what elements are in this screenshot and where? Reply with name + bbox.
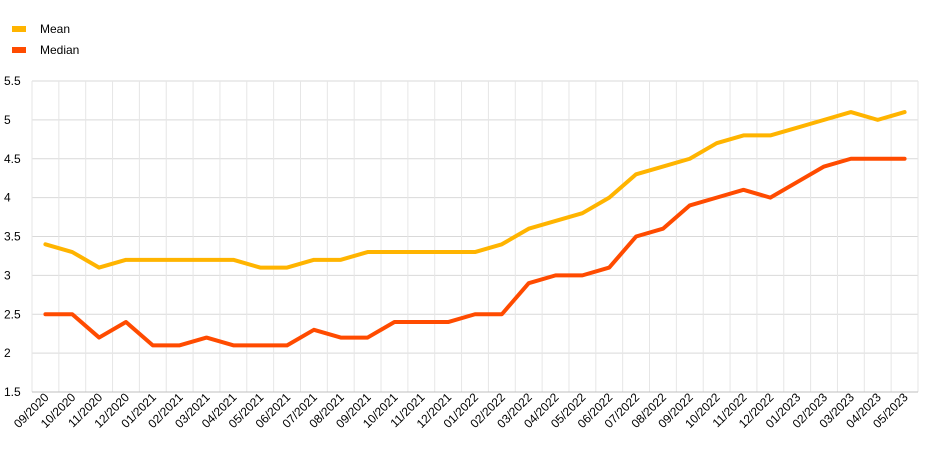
series-layer	[43, 110, 907, 348]
series-line-median	[43, 156, 907, 348]
legend-label-median: Median	[40, 43, 79, 57]
grid-lines	[31, 80, 919, 393]
y-tick-label: 5	[4, 113, 11, 127]
legend-label-mean: Mean	[40, 22, 70, 36]
y-axis: 1.5 2 2.5 3 3.5 4 4.5 5 5.5	[4, 74, 21, 399]
y-tick-label: 3.5	[4, 230, 21, 244]
legend-swatch-mean	[12, 26, 26, 32]
y-tick-label: 2	[4, 346, 11, 360]
x-axis: 09/202010/202011/202012/202001/202102/20…	[11, 390, 918, 431]
y-tick-label: 2.5	[4, 307, 21, 321]
legend: Mean Median	[12, 22, 79, 57]
y-tick-label: 3	[4, 268, 11, 282]
series-line-mean	[43, 110, 907, 270]
y-tick-label: 4	[4, 191, 11, 205]
legend-swatch-median	[12, 47, 26, 53]
y-tick-label: 5.5	[4, 74, 21, 88]
y-tick-label: 4.5	[4, 152, 21, 166]
y-tick-label: 1.5	[4, 385, 21, 399]
